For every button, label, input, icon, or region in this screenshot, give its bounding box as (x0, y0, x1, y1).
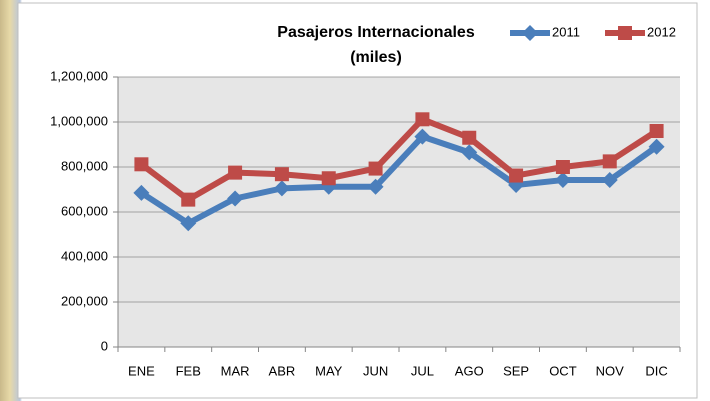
marker (134, 157, 148, 171)
x-tick-label: ABR (269, 363, 296, 378)
x-tick-label: MAY (315, 363, 343, 378)
x-tick-label: OCT (549, 363, 577, 378)
x-tick-label: FEB (176, 363, 201, 378)
marker (415, 112, 429, 126)
x-tick-label: NOV (596, 363, 625, 378)
y-tick-label: 0 (101, 338, 108, 353)
x-tick-label: DIC (645, 363, 667, 378)
chart-title: Pasajeros Internacionales (277, 24, 475, 41)
marker (509, 169, 523, 183)
y-tick-label: 600,000 (61, 203, 108, 218)
marker (181, 193, 195, 207)
marker (369, 162, 383, 176)
x-tick-label: AGO (455, 363, 484, 378)
x-tick-label: ENE (128, 363, 155, 378)
marker (322, 171, 336, 185)
chart-subtitle: (miles) (350, 49, 402, 66)
y-tick-label: 800,000 (61, 158, 108, 173)
x-tick-label: MAR (221, 363, 250, 378)
y-tick-label: 1,200,000 (50, 68, 108, 83)
y-tick-label: 1,000,000 (50, 113, 108, 128)
legend-marker (618, 26, 632, 40)
marker (603, 154, 617, 168)
legend-label: 2011 (552, 24, 580, 39)
marker (462, 131, 476, 145)
legend-label: 2012 (647, 24, 676, 39)
page: {"chart_data": { "type": "line", "title"… (0, 0, 710, 401)
y-tick-label: 400,000 (61, 248, 108, 263)
marker (650, 124, 664, 138)
x-tick-label: JUN (363, 363, 388, 378)
y-tick-label: 200,000 (61, 293, 108, 308)
marker (275, 167, 289, 181)
marker (228, 166, 242, 180)
chart: Pasajeros Internacionales (miles) 0 200,0… (0, 0, 710, 401)
marker (556, 160, 570, 174)
x-tick-label: SEP (503, 363, 529, 378)
x-tick-label: JUL (411, 363, 434, 378)
